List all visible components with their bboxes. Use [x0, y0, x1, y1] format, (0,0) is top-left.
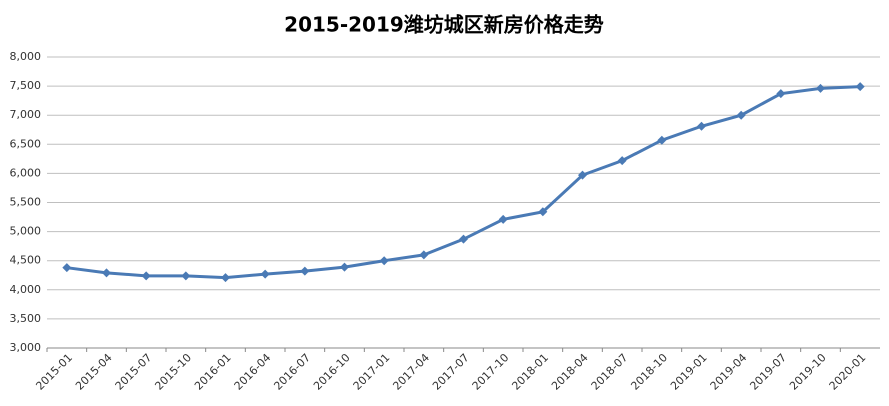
x-tick-label: 2015-01 — [33, 351, 75, 393]
x-tick-label: 2018-01 — [509, 351, 551, 393]
x-tick-label: 2018-10 — [628, 351, 670, 393]
marker — [221, 273, 230, 283]
x-tick-label: 2019-01 — [668, 351, 710, 393]
x-tick-label: 2017-01 — [351, 351, 393, 393]
y-tick-label: 5,500 — [10, 196, 42, 209]
marker — [736, 110, 746, 120]
marker — [816, 83, 825, 93]
x-tick-label: 2019-07 — [747, 351, 789, 393]
marker — [855, 82, 865, 92]
x-tick-label: 2015-10 — [152, 351, 194, 393]
x-tick-label: 2018-04 — [549, 351, 591, 393]
x-tick-label: 2020-01 — [827, 351, 869, 393]
marker — [657, 135, 667, 145]
marker — [141, 271, 151, 281]
y-tick-label: 3,500 — [10, 312, 42, 325]
x-tick-label: 2016-07 — [271, 351, 313, 393]
x-tick-label: 2019-04 — [708, 351, 750, 393]
x-tick-label: 2015-07 — [113, 351, 155, 393]
marker — [459, 234, 468, 244]
y-tick-label: 4,500 — [10, 254, 42, 267]
marker — [617, 156, 627, 166]
y-tick-label: 5,000 — [10, 225, 42, 238]
marker — [300, 266, 310, 276]
marker — [340, 262, 349, 272]
marker — [62, 263, 72, 273]
marker — [181, 271, 191, 281]
marker — [102, 268, 111, 278]
x-tick-label: 2017-10 — [470, 351, 512, 393]
marker — [697, 121, 706, 131]
marker — [260, 269, 270, 279]
x-tick-label: 2016-10 — [311, 351, 353, 393]
x-tick-label: 2017-04 — [390, 351, 432, 393]
marker — [538, 207, 548, 217]
x-tick-label: 2016-04 — [232, 351, 274, 393]
y-tick-label: 6,500 — [10, 137, 42, 150]
y-tick-label: 7,500 — [10, 79, 42, 92]
y-tick-label: 4,000 — [10, 283, 42, 296]
y-tick-label: 8,000 — [10, 50, 42, 63]
y-tick-label: 6,000 — [10, 166, 42, 179]
x-tick-label: 2017-07 — [430, 351, 472, 393]
x-tick-label: 2019-10 — [787, 351, 829, 393]
chart-title: 2015-2019潍坊城区新房价格走势 — [284, 13, 604, 37]
marker — [419, 250, 429, 260]
y-tick-label: 3,000 — [10, 341, 42, 354]
y-tick-label: 7,000 — [10, 108, 42, 121]
marker — [776, 89, 786, 99]
marker — [578, 170, 587, 180]
marker — [498, 214, 508, 224]
marker — [379, 256, 389, 266]
x-tick-label: 2016-01 — [192, 351, 234, 393]
x-tick-label: 2015-04 — [73, 351, 115, 393]
x-tick-label: 2018-07 — [589, 351, 631, 393]
